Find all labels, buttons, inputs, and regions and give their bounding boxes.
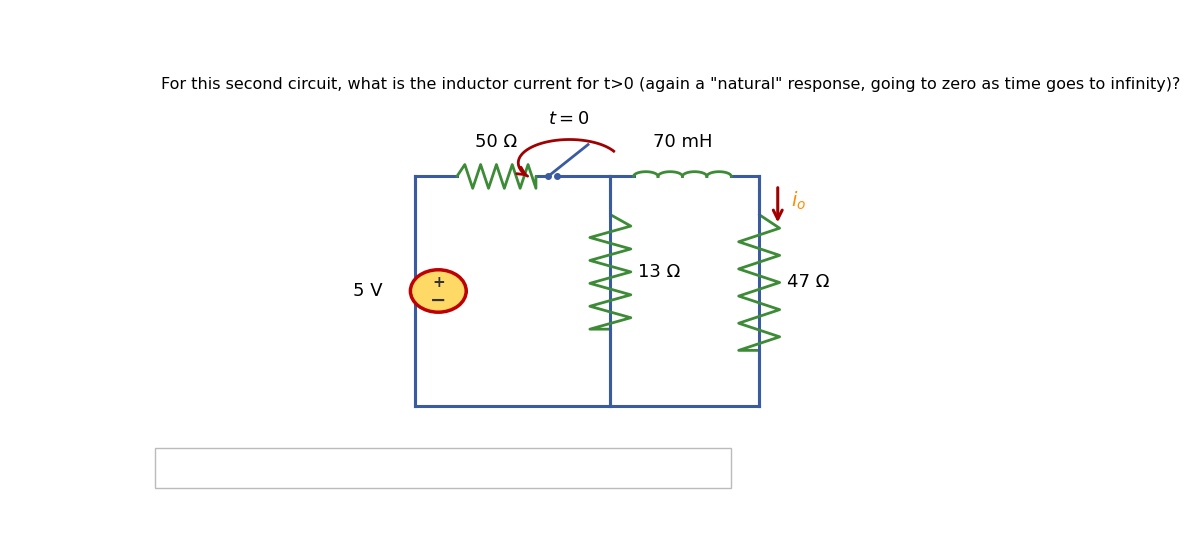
Ellipse shape [410, 270, 466, 312]
Text: +: + [432, 275, 445, 290]
Text: 47 Ω: 47 Ω [787, 273, 829, 291]
Text: 5 V: 5 V [353, 282, 383, 300]
Text: $i_o$: $i_o$ [791, 190, 806, 212]
Text: 50 Ω: 50 Ω [475, 133, 517, 151]
FancyBboxPatch shape [155, 448, 731, 488]
Text: $t=0$: $t=0$ [548, 110, 589, 128]
Text: For this second circuit, what is the inductor current for t>0 (again a "natural": For this second circuit, what is the ind… [161, 77, 1181, 91]
Text: −: − [430, 291, 446, 310]
Text: 70 mH: 70 mH [653, 133, 712, 151]
Text: 13 Ω: 13 Ω [638, 263, 680, 281]
